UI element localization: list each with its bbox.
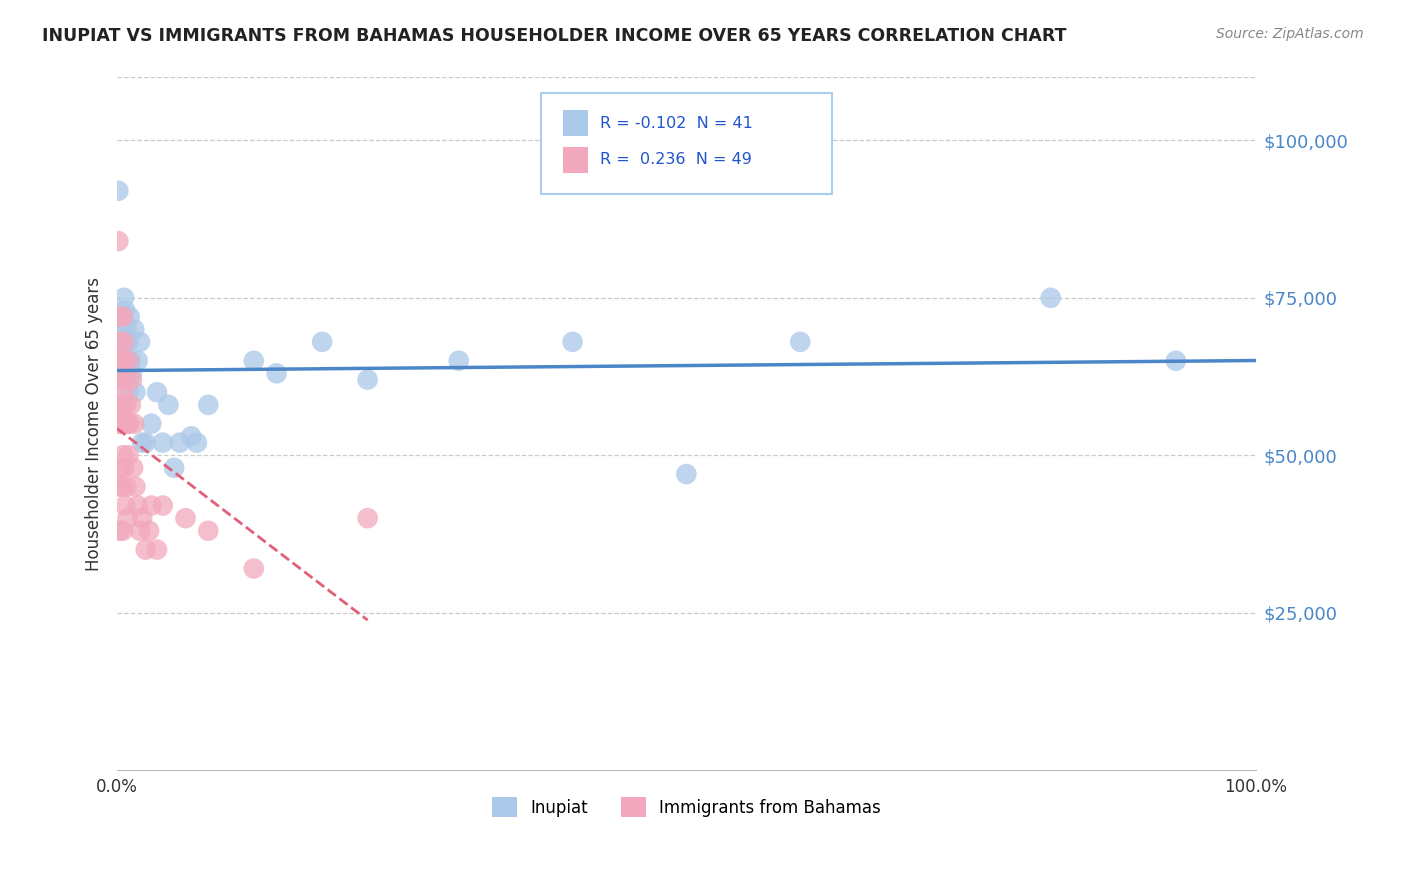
- Point: [111, 310, 134, 324]
- Point: [122, 322, 145, 336]
- Point: [122, 417, 145, 431]
- Point: [107, 373, 129, 387]
- Point: [152, 435, 174, 450]
- Point: [111, 341, 134, 355]
- Text: Source: ZipAtlas.com: Source: ZipAtlas.com: [1216, 27, 1364, 41]
- Point: [114, 499, 136, 513]
- Point: [561, 334, 583, 349]
- Point: [131, 511, 153, 525]
- Point: [789, 334, 811, 349]
- Point: [115, 322, 138, 336]
- Point: [110, 373, 132, 387]
- Point: [146, 542, 169, 557]
- Point: [447, 353, 470, 368]
- Point: [356, 373, 378, 387]
- Point: [111, 524, 134, 538]
- Point: [146, 385, 169, 400]
- Point: [129, 524, 152, 538]
- Point: [1039, 291, 1062, 305]
- Point: [115, 367, 138, 381]
- Point: [114, 417, 136, 431]
- Point: [141, 499, 163, 513]
- Point: [118, 417, 141, 431]
- Point: [110, 310, 132, 324]
- Point: [122, 460, 145, 475]
- Point: [311, 334, 333, 349]
- Point: [107, 234, 129, 248]
- Point: [114, 334, 136, 349]
- Point: [118, 310, 141, 324]
- Point: [135, 435, 157, 450]
- Point: [110, 322, 132, 336]
- Point: [107, 417, 129, 431]
- Y-axis label: Householder Income Over 65 years: Householder Income Over 65 years: [86, 277, 103, 571]
- Point: [675, 467, 697, 481]
- Point: [266, 367, 288, 381]
- Point: [120, 353, 142, 368]
- Point: [157, 398, 180, 412]
- Point: [114, 373, 136, 387]
- Point: [197, 398, 219, 412]
- Point: [107, 184, 129, 198]
- Point: [112, 291, 135, 305]
- Point: [1164, 353, 1187, 368]
- Bar: [564, 110, 589, 136]
- Point: [111, 353, 134, 368]
- Point: [121, 373, 143, 387]
- Point: [117, 353, 139, 368]
- Point: [108, 334, 131, 349]
- Point: [111, 353, 134, 368]
- Point: [174, 511, 197, 525]
- Point: [127, 353, 149, 368]
- Point: [124, 385, 146, 400]
- Point: [111, 353, 134, 368]
- Point: [117, 334, 139, 349]
- Bar: [564, 146, 589, 173]
- Text: INUPIAT VS IMMIGRANTS FROM BAHAMAS HOUSEHOLDER INCOME OVER 65 YEARS CORRELATION : INUPIAT VS IMMIGRANTS FROM BAHAMAS HOUSE…: [42, 27, 1067, 45]
- Legend: Inupiat, Immigrants from Bahamas: Inupiat, Immigrants from Bahamas: [485, 790, 887, 824]
- Point: [169, 435, 191, 450]
- Point: [152, 499, 174, 513]
- Point: [117, 385, 139, 400]
- Point: [115, 398, 138, 412]
- Point: [112, 460, 135, 475]
- Point: [111, 398, 134, 412]
- Point: [180, 429, 202, 443]
- Point: [117, 448, 139, 462]
- Point: [356, 511, 378, 525]
- Point: [114, 303, 136, 318]
- Point: [110, 480, 132, 494]
- Point: [141, 417, 163, 431]
- Text: R =  0.236  N = 49: R = 0.236 N = 49: [600, 153, 752, 168]
- Point: [111, 417, 134, 431]
- Point: [186, 435, 208, 450]
- Point: [163, 460, 186, 475]
- Point: [131, 435, 153, 450]
- Text: R = -0.102  N = 41: R = -0.102 N = 41: [600, 116, 752, 130]
- Point: [117, 417, 139, 431]
- Point: [117, 353, 139, 368]
- Point: [135, 542, 157, 557]
- Point: [108, 460, 131, 475]
- Point: [115, 480, 138, 494]
- FancyBboxPatch shape: [541, 93, 832, 194]
- Point: [117, 511, 139, 525]
- Point: [129, 334, 152, 349]
- Point: [111, 480, 134, 494]
- Point: [120, 398, 142, 412]
- Point: [108, 398, 131, 412]
- Point: [197, 524, 219, 538]
- Point: [110, 417, 132, 431]
- Point: [111, 448, 134, 462]
- Point: [243, 561, 266, 575]
- Point: [127, 499, 149, 513]
- Point: [111, 310, 134, 324]
- Point: [108, 524, 131, 538]
- Point: [243, 353, 266, 368]
- Point: [121, 367, 143, 381]
- Point: [112, 385, 135, 400]
- Point: [138, 524, 160, 538]
- Point: [112, 334, 135, 349]
- Point: [124, 480, 146, 494]
